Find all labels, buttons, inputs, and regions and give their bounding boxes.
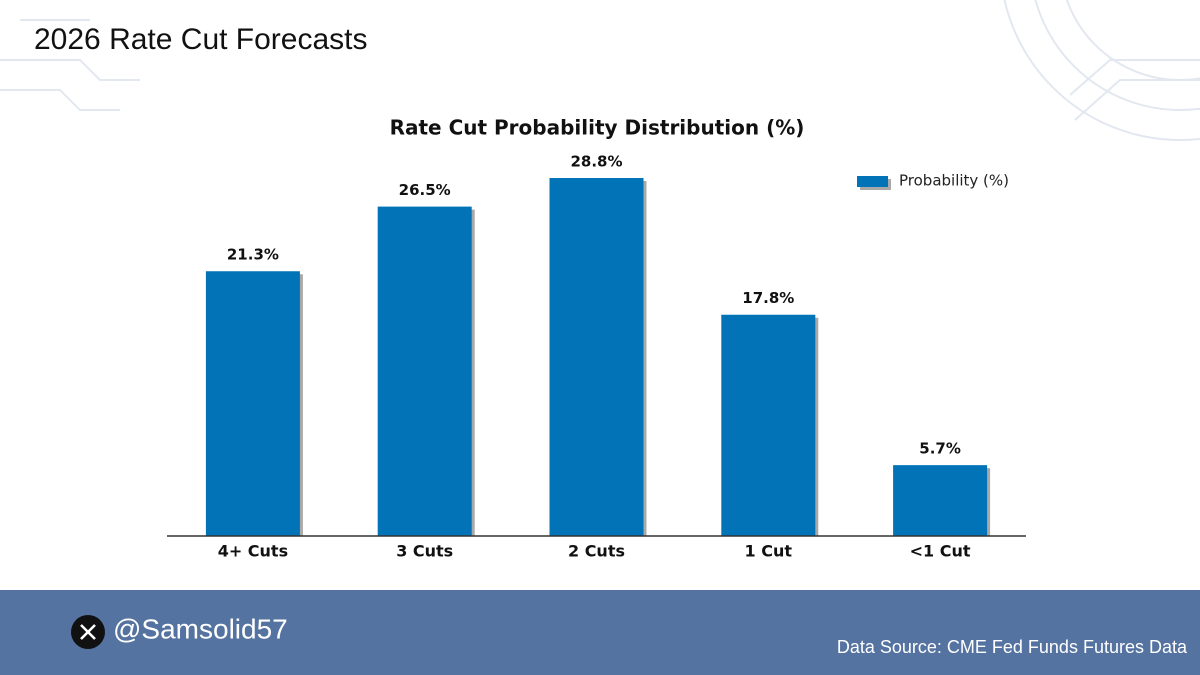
x-tick-label: <1 Cut — [910, 542, 971, 561]
x-logo-mark — [80, 624, 96, 640]
bar — [893, 465, 988, 536]
bar — [549, 178, 644, 537]
chart-title: Rate Cut Probability Distribution (%) — [390, 116, 805, 140]
value-label: 28.8% — [570, 153, 622, 171]
footer-band — [0, 590, 1200, 675]
value-label: 5.7% — [919, 440, 961, 458]
x-tick-label: 1 Cut — [745, 542, 793, 561]
data-source: Data Source: CME Fed Funds Futures Data — [837, 637, 1188, 657]
x-tick-label: 4+ Cuts — [218, 542, 288, 561]
page-title: 2026 Rate Cut Forecasts — [34, 23, 368, 56]
handle: @Samsolid57 — [113, 613, 288, 644]
value-label: 21.3% — [227, 246, 279, 264]
legend-swatch — [857, 176, 888, 187]
legend-label: Probability (%) — [899, 172, 1009, 190]
bar — [721, 314, 816, 536]
value-label: 26.5% — [399, 181, 451, 199]
bar — [377, 206, 472, 537]
x-tick-label: 3 Cuts — [396, 542, 453, 561]
bar — [205, 271, 300, 536]
plot: 21.3% 26.5% 28.8% 17.8% 5.7% 4+ Cuts 3 Cuts 2 C… — [205, 153, 1009, 561]
value-label: 17.8% — [742, 289, 794, 307]
x-tick-label: 2 Cuts — [568, 542, 625, 561]
decoration — [0, 0, 1200, 141]
